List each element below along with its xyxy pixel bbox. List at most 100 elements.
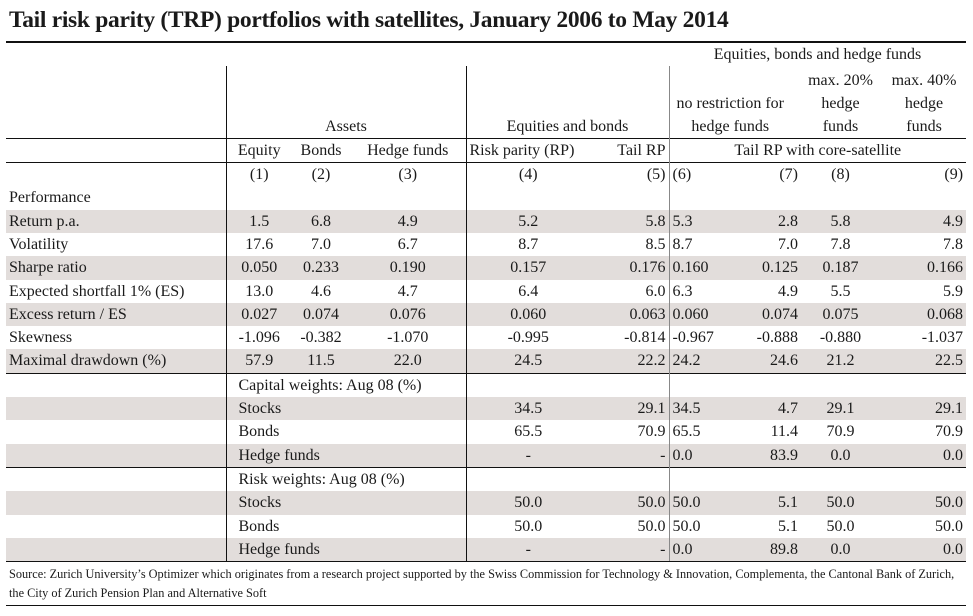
table-cell: -1.037 (921, 329, 964, 347)
table-cell: 34.5 (668, 397, 735, 421)
col-number: (3) (350, 162, 466, 187)
empty-cell (6, 515, 226, 538)
empty-cell (880, 186, 966, 209)
header-row-numbers: (1) (2) (3) (4) (5) (6) (7) (8) (9) (6, 162, 967, 187)
col-tail-rp: Tail RP (590, 137, 669, 163)
table-cell: 0.050 (225, 256, 292, 280)
col-number: (2) (292, 162, 350, 187)
empty-cell (6, 491, 226, 515)
table-row: Hedge funds - -0.0 83.9 0.0 0.0 (6, 443, 967, 468)
table-cell: 0.0 (880, 443, 967, 468)
section-heading-capital-weights: Capital weights: Aug 08 (%) (225, 372, 466, 398)
table-cell: -0.880 (819, 329, 862, 347)
col-number: (6) (668, 162, 735, 187)
empty-cell (590, 372, 669, 398)
empty-cell (465, 466, 590, 492)
table-cell: 5.2 (465, 209, 590, 233)
empty-cell (590, 186, 669, 209)
table-cell: 70.9 (637, 423, 666, 441)
table-cell: 4.9 (880, 209, 967, 233)
table-cell: 0.074 (735, 302, 801, 327)
table-row: Maximal drawdown (%) 57.9 11.5 22.0 24.5 22.2… (6, 349, 967, 374)
empty-cell (6, 372, 226, 398)
table-cell: -0.814 (624, 329, 666, 347)
table-cell: 0.068 (880, 302, 967, 327)
table-cell: 0.0 (880, 537, 967, 563)
table-cell: 5.1 (778, 517, 798, 535)
table-cell: 83.9 (735, 443, 801, 468)
bottom-rule (6, 605, 966, 607)
table-cell: 50.0 (590, 491, 669, 515)
table-cell: 89.8 (735, 537, 801, 563)
col-number: (1) (225, 162, 292, 187)
table-cell: 4.9 (350, 209, 466, 233)
header-row-sub: Assets Equities and bonds no restriction… (6, 66, 966, 139)
table-cell: 5.5 (830, 282, 851, 300)
table-cell: 70.9 (935, 423, 964, 441)
empty-cell (880, 466, 967, 492)
table-cell: 0.060 (465, 302, 590, 327)
table-cell: 0.160 (668, 256, 735, 280)
empty-cell (350, 186, 466, 209)
table-cell: 0.0 (801, 443, 880, 468)
header-assets: Assets (225, 66, 466, 139)
table-cell: 5.1 (735, 491, 801, 515)
table-cell: 6.7 (397, 235, 418, 253)
section-heading-row: Capital weights: Aug 08 (%) (6, 372, 967, 398)
row-label: Stocks (225, 397, 466, 421)
table-cell: 2.8 (735, 209, 801, 233)
table-cell: 5.8 (801, 209, 880, 233)
table-cell: 50.0 (801, 491, 880, 515)
table-cell: 21.2 (801, 349, 880, 374)
table-cell: 5.9 (943, 282, 964, 300)
row-label: Bonds (225, 420, 466, 444)
header-row-columns: Equity Bonds Hedge funds Risk parity (RP… (6, 137, 967, 163)
row-label: Stocks (225, 491, 466, 515)
col-number: (7) (735, 162, 801, 187)
empty-cell (465, 186, 590, 210)
col-equity: Equity (225, 137, 292, 163)
section-heading-row: Performance (6, 186, 966, 210)
table-cell: 22.5 (880, 349, 967, 374)
table-cell: 0.176 (590, 256, 669, 280)
results-table: Equities, bonds and hedge funds Assets E… (6, 40, 967, 563)
table-row: Skewness -1.096 -0.382 -1.070 -0.995 -0.814 -0… (6, 326, 966, 350)
table-cell: - (465, 537, 590, 563)
table-cell: 0.0 (668, 443, 735, 468)
header-max-40: max. 40% hedge funds (891, 71, 957, 135)
row-label: Return p.a. (6, 209, 226, 233)
row-label: Expected shortfall 1% (ES) (9, 282, 185, 300)
empty-cell (735, 466, 801, 492)
table-cell: 0.233 (292, 256, 350, 280)
source-note: Source: Zurich University’s Optimizer wh… (9, 567, 955, 601)
table-cell: 0.027 (225, 302, 292, 327)
table-cell: -1.070 (387, 329, 429, 347)
table-cell: 0.187 (801, 256, 880, 280)
table-cell: 50.0 (935, 517, 964, 535)
header-equities-bonds-hedge: Equities, bonds and hedge funds (669, 40, 967, 67)
table-cell: 8.7 (668, 232, 735, 257)
row-label: Hedge funds (225, 443, 466, 468)
table-cell: -0.382 (300, 329, 342, 347)
table-cell: - (590, 443, 669, 468)
table-cell: 0.074 (292, 302, 350, 327)
table-row: Sharpe ratio 0.050 0.233 0.190 0.157 0.176 0.1… (6, 256, 967, 280)
empty-cell (225, 186, 292, 210)
empty-cell (735, 372, 801, 398)
table-row: Excess return / ES 0.027 0.074 0.076 0.060 0.… (6, 302, 967, 327)
header-max-20: max. 20% hedge funds (808, 71, 873, 135)
empty-cell (801, 372, 880, 398)
table-cell: 7.0 (778, 235, 798, 253)
section-heading-risk-weights: Risk weights: Aug 08 (%) (225, 466, 466, 492)
table-cell: 0.0 (801, 537, 880, 563)
table-cell: 70.9 (826, 423, 855, 441)
empty-cell (668, 466, 735, 492)
table-row: Bonds 65.5 70.9 65.5 11.4 70.9 70.9 (6, 420, 966, 444)
empty-cell (668, 186, 735, 210)
table-cell: 34.5 (465, 397, 590, 421)
empty-cell (6, 466, 226, 492)
table-cell: 0.060 (668, 302, 735, 327)
table-cell: 0.157 (465, 256, 590, 280)
table-cell: 0.166 (880, 256, 967, 280)
table-cell: 24.6 (735, 349, 801, 374)
